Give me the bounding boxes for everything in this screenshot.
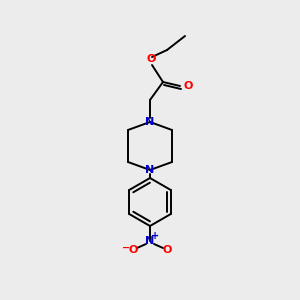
Text: N: N <box>146 117 154 127</box>
Text: O: O <box>146 54 156 64</box>
Text: +: + <box>151 231 159 241</box>
Text: O: O <box>162 245 172 255</box>
Text: O: O <box>128 245 138 255</box>
Text: N: N <box>146 236 154 246</box>
Text: O: O <box>183 81 192 91</box>
Text: N: N <box>146 165 154 175</box>
Text: −: − <box>122 243 130 253</box>
